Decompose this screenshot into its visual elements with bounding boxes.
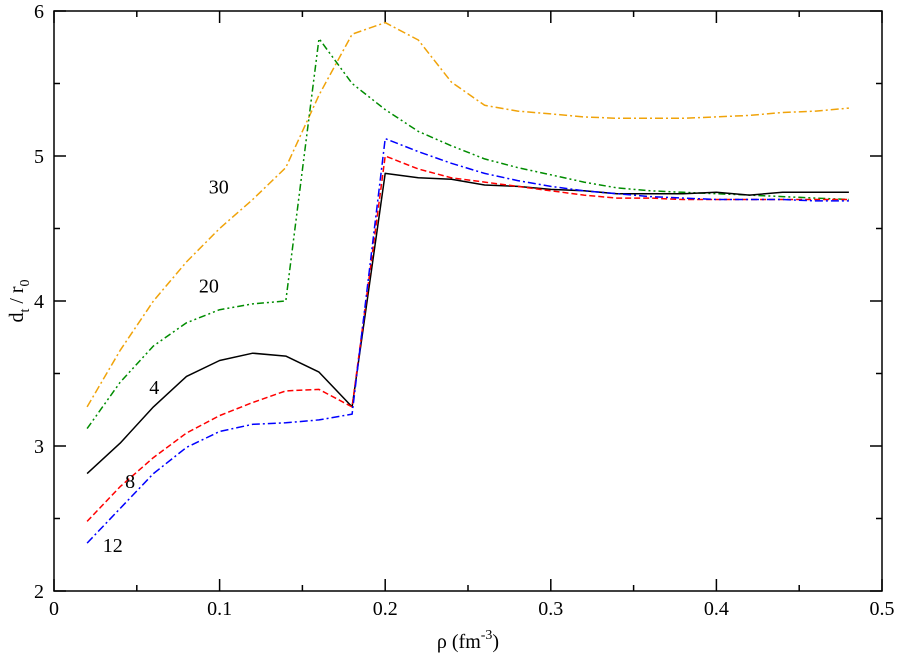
x-tick-label: 0.3: [538, 598, 563, 620]
x-tick-label: 0.1: [207, 598, 232, 620]
tick-labels: 0 0.1 0.2 0.3 0.4 0.5 2 3 4 5 6: [34, 1, 895, 620]
y-tick-label: 5: [34, 146, 44, 168]
series-line-8: [86, 155, 849, 522]
curve-label-8: 8: [125, 471, 135, 493]
y-tick-label: 4: [34, 291, 44, 313]
curve-label-4: 4: [149, 377, 159, 399]
y-tick-label: 3: [34, 436, 44, 458]
plot-frame: [53, 10, 883, 592]
curve-label-30: 30: [209, 177, 229, 199]
y-axis-title: dt / r0: [6, 279, 33, 322]
y-tick-label: 6: [34, 1, 44, 23]
axis-ticks: [53, 10, 883, 592]
series-group: [86, 21, 849, 544]
x-tick-label: 0.4: [704, 598, 729, 620]
series-line-20: [86, 37, 849, 430]
series-line-12: [86, 137, 849, 544]
x-tick-label: 0.2: [373, 598, 398, 620]
x-tick-label: 0: [49, 598, 59, 620]
series-line-4: [86, 172, 849, 475]
series-line-30: [86, 21, 849, 408]
curve-label-20: 20: [199, 275, 219, 297]
curve-labels: 30 20 4 8 12: [103, 177, 229, 557]
x-axis-title: ρ (fm-3): [437, 628, 499, 653]
x-tick-label: 0.5: [870, 598, 895, 620]
y-tick-label: 2: [34, 581, 44, 603]
curve-label-12: 12: [103, 535, 123, 557]
